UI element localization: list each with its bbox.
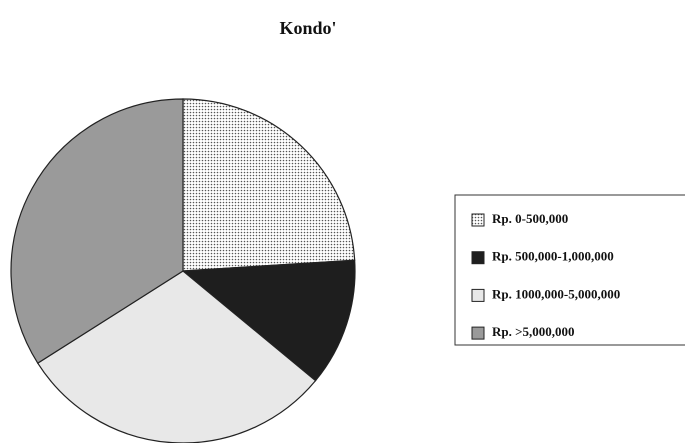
legend-label: Rp. 500,000-1,000,000 [492,249,614,264]
legend-swatch [471,251,485,265]
legend-label: Rp. >5,000,000 [492,324,575,339]
legend-swatch [471,213,485,227]
pie-slice [10,98,184,364]
pie-slice [181,259,356,382]
legend-swatch [471,288,485,302]
chart-title: Kondo' [279,18,336,38]
legend-label: Rp. 0-500,000 [492,211,568,226]
legend-label: Rp. 1000,000-5,000,000 [492,286,620,301]
legend-box [454,194,685,346]
pie-slice [182,98,356,272]
legend-swatch [471,326,485,340]
